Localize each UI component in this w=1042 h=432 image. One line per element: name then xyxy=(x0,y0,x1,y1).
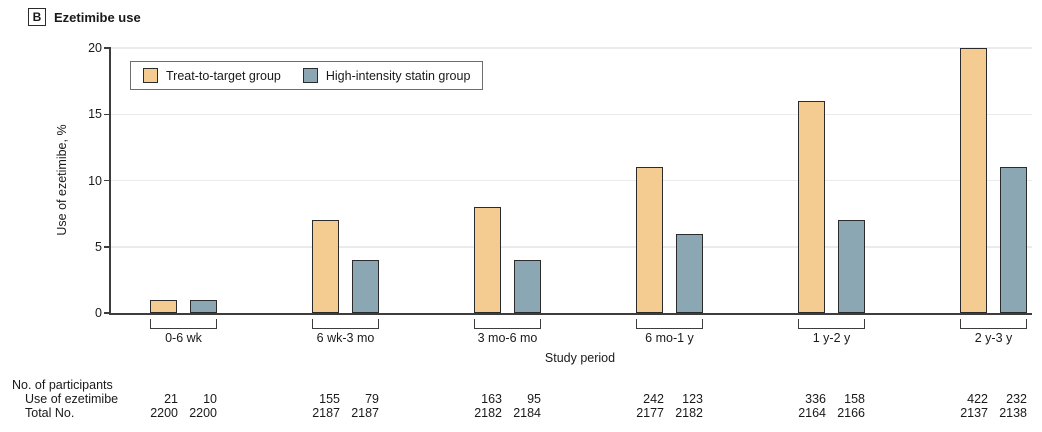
table-value: 2137 xyxy=(960,406,988,420)
table-value: 123 xyxy=(682,392,703,406)
table-row-label: Total No. xyxy=(25,406,75,420)
category-bracket xyxy=(798,319,865,329)
table-value: 2177 xyxy=(636,406,664,420)
panel-letter: B xyxy=(28,8,46,26)
table-value: 2200 xyxy=(150,406,178,420)
table-value: 10 xyxy=(203,392,217,406)
table-value: 232 xyxy=(1006,392,1027,406)
table-value: 242 xyxy=(643,392,664,406)
table-value: 422 xyxy=(967,392,988,406)
table-value: 95 xyxy=(527,392,541,406)
legend-item-treat-to-target: Treat-to-target group xyxy=(143,68,281,83)
y-tick-label-0: 0 xyxy=(95,306,102,320)
table-value: 2187 xyxy=(312,406,340,420)
category-bracket xyxy=(636,319,703,329)
panel-title: Ezetimibe use xyxy=(54,10,141,25)
gridline-15 xyxy=(110,113,1032,115)
y-tick-label-20: 20 xyxy=(88,41,102,55)
legend: Treat-to-target group High-intensity stat… xyxy=(130,61,484,90)
category-label: 6 mo-1 y xyxy=(645,331,694,345)
y-tick-label-15: 15 xyxy=(88,107,102,122)
table-value: 2182 xyxy=(675,406,703,420)
table-value: 163 xyxy=(481,392,502,406)
category-label: 0-6 wk xyxy=(165,331,202,345)
y-tick-label-10: 10 xyxy=(88,173,102,188)
bar-treat-to-target xyxy=(960,48,987,313)
bar-high-intensity-statin xyxy=(838,220,865,313)
category-label: 2 y-3 y xyxy=(974,331,1013,345)
y-tick-5 xyxy=(104,246,110,248)
category-bracket xyxy=(150,319,217,329)
y-axis-title: Use of ezetimibe, % xyxy=(55,124,69,236)
legend-swatch xyxy=(302,68,318,83)
legend-item-high-intensity: High-intensity statin group xyxy=(302,68,471,83)
bar-high-intensity-statin xyxy=(1000,167,1027,313)
table-value: 79 xyxy=(365,392,379,406)
table-value: 2184 xyxy=(513,406,541,420)
table-value: 21 xyxy=(164,392,178,406)
category-bracket xyxy=(474,319,541,329)
y-tick-0 xyxy=(104,312,110,314)
bar-treat-to-target xyxy=(312,220,339,313)
category-label: 3 mo-6 mo xyxy=(477,331,538,345)
table-value: 2200 xyxy=(189,406,217,420)
bar-treat-to-target xyxy=(474,207,501,313)
legend-label: Treat-to-target group xyxy=(166,68,281,83)
category-label: 6 wk-3 mo xyxy=(316,331,375,345)
table-row-label: Use of ezetimibe xyxy=(25,392,119,406)
table-value: 2166 xyxy=(837,406,865,420)
bar-high-intensity-statin xyxy=(352,260,379,313)
category-bracket xyxy=(960,319,1027,329)
x-axis-line xyxy=(109,313,1032,315)
x-axis-title: Study period xyxy=(544,351,616,365)
bar-treat-to-target xyxy=(798,101,825,313)
bar-treat-to-target xyxy=(636,167,663,313)
bar-high-intensity-statin xyxy=(190,299,217,313)
table-header: No. of participants xyxy=(12,378,113,392)
table-value: 336 xyxy=(805,392,826,406)
table-value: 2164 xyxy=(798,406,826,420)
category-bracket xyxy=(312,319,379,329)
legend-swatch xyxy=(143,68,158,83)
table-value: 2182 xyxy=(474,406,502,420)
y-tick-label-5: 5 xyxy=(95,239,102,254)
bar-high-intensity-statin xyxy=(676,233,703,313)
table-value: 2187 xyxy=(351,406,379,420)
bar-high-intensity-statin xyxy=(514,260,541,313)
bar-treat-to-target xyxy=(150,299,177,313)
gridline-10 xyxy=(110,179,1032,182)
y-tick-15 xyxy=(104,113,110,115)
table-value: 155 xyxy=(319,392,340,406)
y-tick-20 xyxy=(104,47,110,49)
legend-label: High-intensity statin group xyxy=(325,68,471,83)
gridline-20 xyxy=(110,47,1032,49)
table-value: 2138 xyxy=(999,406,1027,420)
gridline-5 xyxy=(110,246,1032,248)
table-value: 158 xyxy=(844,392,865,406)
y-axis-line xyxy=(109,47,111,313)
y-tick-10 xyxy=(104,179,110,182)
category-label: 1 y-2 y xyxy=(812,331,851,345)
